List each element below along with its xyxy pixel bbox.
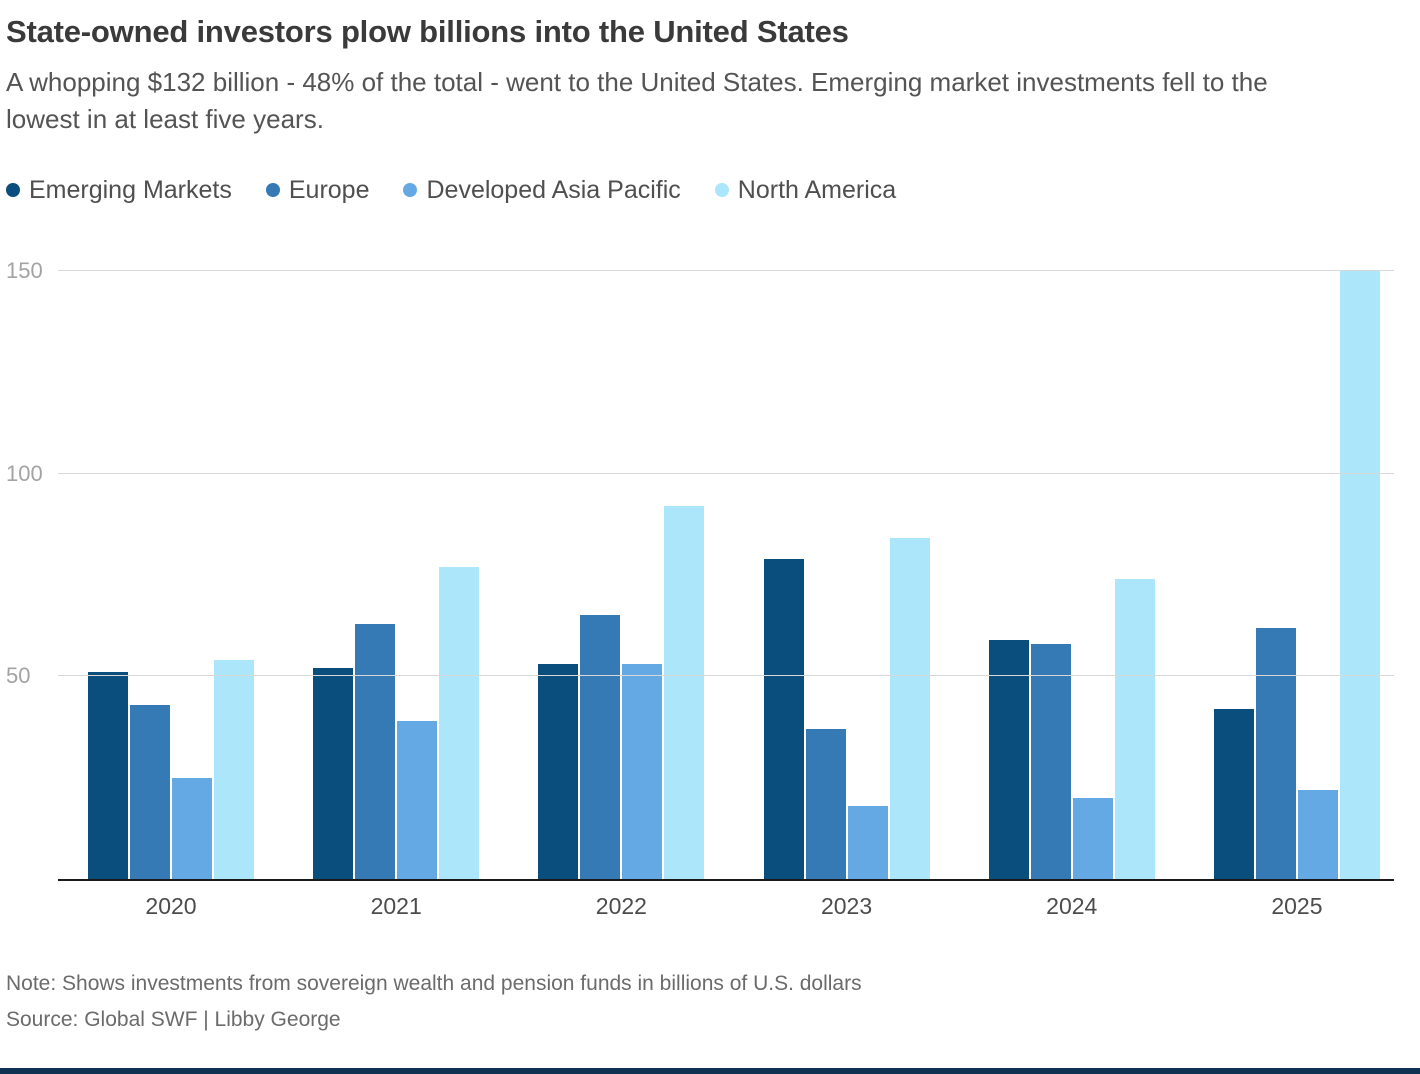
chart-subtitle: A whopping $132 billion - 48% of the tot…: [6, 67, 1268, 134]
y-tick-label-150: 150: [6, 258, 43, 284]
bar-2020-europe: [130, 704, 170, 879]
legend: Emerging Markets Europe Developed Asia Pac…: [6, 176, 1392, 205]
legend-dot-icon: [714, 183, 729, 198]
legend-item-emerging-markets: Emerging Markets: [6, 176, 232, 205]
legend-item-north-america: North America: [714, 175, 897, 205]
bar-2021-developed-asia-pacific: [397, 720, 438, 879]
bar-2021-north-america: [439, 566, 480, 879]
legend-label: Developed Asia Pacific: [426, 175, 681, 204]
bar-2020-emerging-markets: [88, 672, 128, 879]
bar-2024-emerging-markets: [988, 639, 1029, 879]
bar-2025-north-america: [1339, 271, 1380, 879]
x-tick-label-2021: 2021: [370, 892, 422, 919]
bar-2023-north-america: [889, 538, 930, 879]
x-tick-label-2023: 2023: [820, 892, 873, 919]
legend-label: North America: [737, 175, 897, 204]
footer-strip: [0, 1068, 1420, 1074]
bar-2024-north-america: [1114, 579, 1155, 879]
chart-note: Note: Shows investments from sovereign w…: [6, 971, 862, 995]
legend-item-europe: Europe: [265, 175, 370, 205]
legend-dot-icon: [6, 183, 20, 198]
legend-dot-icon: [265, 183, 280, 198]
bar-2020-developed-asia-pacific: [172, 777, 212, 879]
legend-item-developed-asia-pacific: Developed Asia Pacific: [403, 175, 681, 205]
x-tick-label-2024: 2024: [1046, 892, 1098, 919]
bar-2022-developed-asia-pacific: [622, 664, 663, 879]
gridline-150: [58, 270, 1394, 272]
bar-2025-developed-asia-pacific: [1297, 789, 1338, 879]
bar-2025-europe: [1255, 627, 1296, 879]
bar-group-2024: [988, 251, 1155, 879]
bar-2023-developed-asia-pacific: [847, 805, 888, 879]
bar-group-2023: [763, 251, 930, 879]
bar-groups: [58, 251, 1394, 879]
y-tick-label-100: 100: [6, 460, 43, 486]
bar-2021-europe: [355, 623, 396, 879]
gridline-100: [58, 472, 1394, 474]
chart-source: Source: Global SWF | Libby George: [6, 1007, 341, 1031]
legend-label: Europe: [288, 175, 370, 204]
chart-title: State-owned investors plow billions into…: [6, 14, 849, 49]
bar-2022-emerging-markets: [538, 664, 579, 879]
bar-2023-europe: [805, 728, 846, 879]
x-tick-label-2022: 2022: [595, 892, 647, 919]
bar-2024-europe: [1030, 643, 1071, 879]
bar-2024-developed-asia-pacific: [1072, 797, 1113, 879]
bar-2023-emerging-markets: [763, 558, 804, 879]
bar-2022-north-america: [664, 506, 705, 879]
bar-group-2021: [313, 251, 480, 879]
gridline-50: [58, 675, 1394, 677]
x-axis-labels: 2020 2021 2022 2023 2024 2025: [58, 893, 1394, 920]
bar-2022-europe: [580, 615, 621, 879]
bar-group-2020: [88, 251, 254, 879]
bar-2025-emerging-markets: [1213, 708, 1254, 879]
bar-group-2022: [538, 251, 705, 879]
legend-dot-icon: [403, 183, 418, 198]
bar-2021-emerging-markets: [313, 668, 354, 879]
y-tick-label-50: 50: [6, 663, 31, 689]
bar-2020-north-america: [214, 660, 254, 879]
x-tick-label-2020: 2020: [145, 892, 197, 919]
plot-area: 50 100 150: [6, 251, 1394, 881]
x-tick-label-2025: 2025: [1271, 892, 1323, 919]
legend-label: Emerging Markets: [29, 175, 232, 204]
bar-group-2025: [1213, 251, 1380, 879]
